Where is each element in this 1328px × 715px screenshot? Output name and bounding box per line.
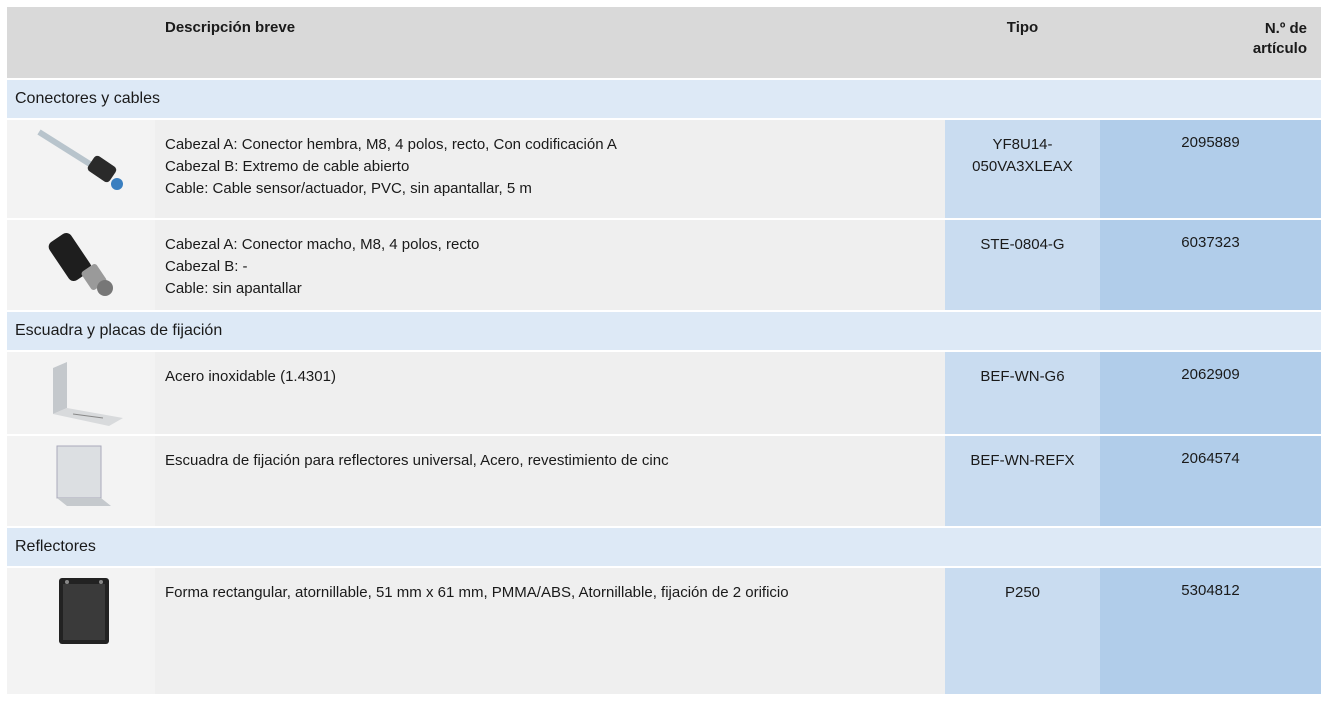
- group-title: Reflectores: [7, 527, 1321, 568]
- product-image: [56, 445, 111, 506]
- group-title: Escuadra y placas de fijación: [7, 311, 1321, 352]
- type-cell: BEF-WN-G6: [945, 351, 1100, 436]
- description-line: Forma rectangular, atornillable, 51 mm x…: [165, 584, 789, 601]
- type-cell: STE-0804-G: [945, 219, 1100, 312]
- group-title: Conectores y cables: [7, 79, 1321, 120]
- article-cell: 5304812: [1100, 567, 1321, 696]
- image-cell: [7, 219, 155, 312]
- type-cell: P250: [945, 567, 1100, 696]
- image-cell: [7, 119, 155, 220]
- header-row: Descripción breve Tipo N.º de artículo: [7, 7, 1321, 80]
- description-line: Cabezal B: Extremo de cable abierto: [165, 158, 410, 175]
- type-cell: YF8U14-050VA3XLEAX: [945, 119, 1100, 220]
- image-cell: [7, 567, 155, 696]
- type-cell: BEF-WN-REFX: [945, 435, 1100, 528]
- description-cell: Cabezal A: Conector macho, M8, 4 polos, …: [155, 219, 945, 312]
- group-row: Reflectores: [7, 527, 1321, 568]
- header-cell: Descripción breve: [155, 7, 945, 80]
- product-image: [48, 232, 113, 296]
- item-row: Forma rectangular, atornillable, 51 mm x…: [7, 567, 1321, 696]
- description-cell: Cabezal A: Conector hembra, M8, 4 polos,…: [155, 119, 945, 220]
- item-row: Cabezal A: Conector hembra, M8, 4 polos,…: [7, 119, 1321, 220]
- article-cell: 2064574: [1100, 435, 1321, 528]
- image-cell: [7, 435, 155, 528]
- article-cell: 2062909: [1100, 351, 1321, 436]
- description-cell: Acero inoxidable (1.4301): [155, 351, 945, 436]
- group-row: Escuadra y placas de fijación: [7, 311, 1321, 352]
- product-image: [59, 578, 109, 644]
- description-line: Escuadra de fijación para reflectores un…: [165, 452, 669, 469]
- item-row: Cabezal A: Conector macho, M8, 4 polos, …: [7, 219, 1321, 312]
- description-line: Cabezal B: -: [165, 258, 248, 275]
- description-cell: Escuadra de fijación para reflectores un…: [155, 435, 945, 528]
- article-cell: 6037323: [1100, 219, 1321, 312]
- product-image: [37, 129, 123, 190]
- header-cell: [7, 7, 155, 80]
- item-row: Escuadra de fijación para reflectores un…: [7, 435, 1321, 528]
- header-cell: Tipo: [945, 7, 1100, 80]
- accessories-table: Descripción breve Tipo N.º de artículo C…: [7, 7, 1321, 696]
- description-line: Cabezal A: Conector macho, M8, 4 polos, …: [165, 236, 480, 253]
- product-image: [53, 362, 123, 426]
- description-line: Cable: Cable sensor/actuador, PVC, sin a…: [165, 180, 532, 197]
- image-cell: [7, 351, 155, 436]
- group-row: Conectores y cables: [7, 79, 1321, 120]
- description-line: Cabezal A: Conector hembra, M8, 4 polos,…: [165, 136, 617, 153]
- header-cell: N.º de artículo: [1100, 7, 1321, 80]
- description-cell: Forma rectangular, atornillable, 51 mm x…: [155, 567, 945, 696]
- description-line: Cable: sin apantallar: [165, 280, 302, 297]
- header-text: N.º de artículo: [1252, 20, 1307, 57]
- description-line: Acero inoxidable (1.4301): [165, 368, 336, 385]
- item-row: Acero inoxidable (1.4301) BEF-WN-G6 206290…: [7, 351, 1321, 436]
- article-cell: 2095889: [1100, 119, 1321, 220]
